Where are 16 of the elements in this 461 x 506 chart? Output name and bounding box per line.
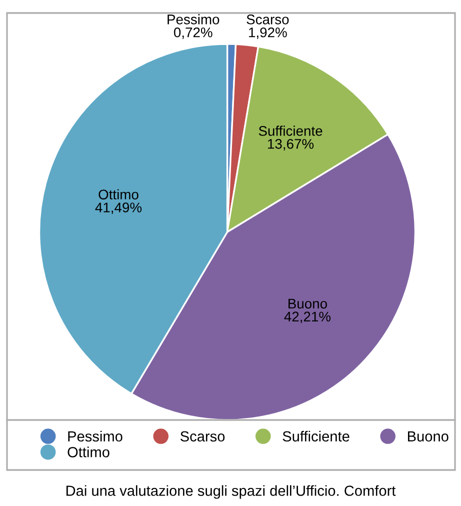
slice-label: Sufficiente: [258, 126, 322, 136]
slice-label: Ottimo: [98, 189, 138, 200]
legend-label: Ottimo: [68, 446, 110, 458]
legend-label: Buono: [408, 431, 448, 442]
legend-label: Scarso: [180, 431, 225, 442]
slice-label: Pessimo: [168, 14, 220, 24]
data-label: 13,67%: [268, 138, 314, 150]
data-label: 1,92%: [249, 27, 287, 39]
data-label: 42,21%: [284, 312, 331, 324]
text: Dai una valutazione sugli spazi dell’Ufficio. Comfort: [66, 485, 396, 499]
legend-label: Sufficiente: [282, 430, 350, 442]
slice-label: Scarso: [246, 14, 289, 24]
legend-label: Pessimo: [68, 430, 122, 442]
slice-label: Buono: [288, 298, 327, 309]
data-label: 41,49%: [95, 202, 142, 214]
data-label: 0,72%: [174, 27, 212, 39]
